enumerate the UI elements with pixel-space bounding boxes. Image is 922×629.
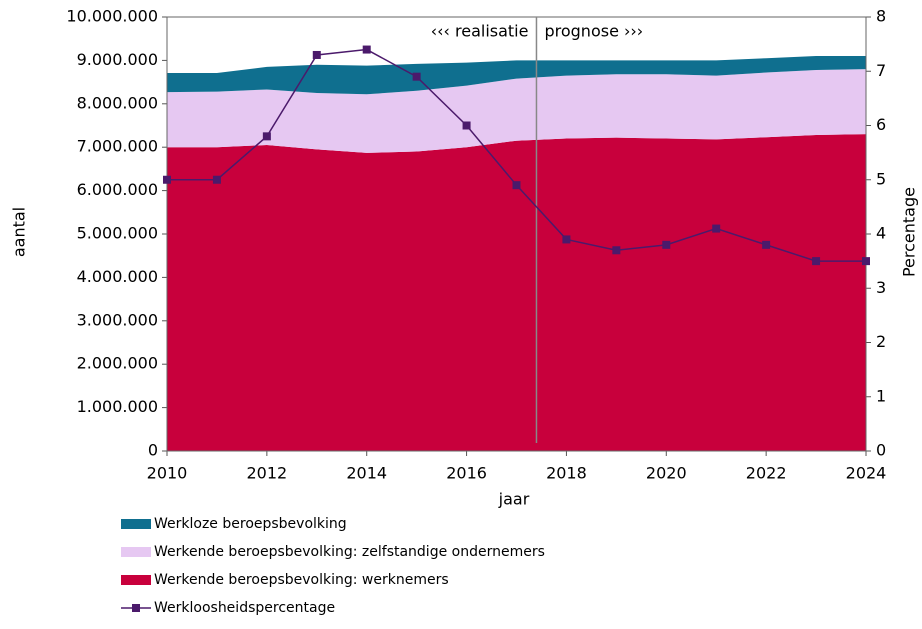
legend-label: Werkende beroepsbevolking: werknemers xyxy=(154,572,449,588)
y2-tick-label: 5 xyxy=(876,169,886,188)
y-tick-label: 0 xyxy=(148,441,158,460)
y-tick-label: 5.000.000 xyxy=(77,224,158,243)
x-tick-label: 2024 xyxy=(846,464,887,483)
point xyxy=(862,257,870,266)
y2-tick-label: 6 xyxy=(876,115,886,134)
annotation: prognose ››› xyxy=(544,22,643,41)
area xyxy=(167,56,866,95)
point xyxy=(662,240,671,249)
point xyxy=(412,72,421,81)
y-tick-label: 3.000.000 xyxy=(77,310,158,329)
x-tick-label: 2018 xyxy=(546,464,587,483)
y2-tick-label: 4 xyxy=(876,224,886,243)
x-tick-label: 2010 xyxy=(147,464,188,483)
point xyxy=(762,240,771,249)
legend-swatch xyxy=(121,547,151,557)
annotation: ‹‹‹ realisatie xyxy=(431,22,529,41)
y-tick-label: 9.000.000 xyxy=(77,50,158,69)
y2-tick-label: 0 xyxy=(876,441,886,460)
y-tick-label: 8.000.000 xyxy=(77,93,158,112)
x-tick-label: 2016 xyxy=(446,464,487,483)
area xyxy=(167,134,866,451)
y2-tick-label: 3 xyxy=(876,278,886,297)
point xyxy=(262,132,271,141)
y-tick-label: 2.000.000 xyxy=(77,354,158,373)
point xyxy=(512,181,521,190)
x-tick-label: 2022 xyxy=(746,464,787,483)
point xyxy=(562,235,571,244)
legend-label: Werkloze beroepsbevolking xyxy=(154,516,347,532)
x-tick-label: 2014 xyxy=(346,464,387,483)
point xyxy=(712,224,721,233)
y-tick-label: 1.000.000 xyxy=(77,397,158,416)
legend-swatch xyxy=(121,519,151,529)
point xyxy=(212,175,221,184)
y2-tick-label: 1 xyxy=(876,386,886,405)
y-tick-label: 4.000.000 xyxy=(77,267,158,286)
x-tick-label: 2020 xyxy=(646,464,687,483)
point xyxy=(362,45,371,54)
x-tick-label: 2012 xyxy=(246,464,287,483)
y-tick-label: 7.000.000 xyxy=(77,137,158,156)
y2-tick-label: 7 xyxy=(876,61,886,80)
legend-swatch xyxy=(121,575,151,585)
y2-tick-label: 8 xyxy=(876,7,886,26)
point xyxy=(312,50,321,59)
legend-swatch xyxy=(132,604,140,612)
y-axis-label: aantal xyxy=(10,207,29,257)
legend-label: Werkloosheidspercentage xyxy=(154,600,335,616)
y-tick-label: 6.000.000 xyxy=(77,180,158,199)
point xyxy=(462,121,471,130)
y-tick-label: 10.000.000 xyxy=(66,7,158,26)
y2-tick-label: 2 xyxy=(876,332,886,351)
area xyxy=(167,69,866,153)
point xyxy=(812,257,821,266)
point xyxy=(612,246,621,255)
x-axis-label: jaar xyxy=(498,490,530,509)
y2-axis-label: Percentage xyxy=(900,187,919,277)
plot-frame xyxy=(166,16,867,452)
point xyxy=(163,175,171,184)
legend-label: Werkende beroepsbevolking: zelfstandige … xyxy=(154,544,545,560)
